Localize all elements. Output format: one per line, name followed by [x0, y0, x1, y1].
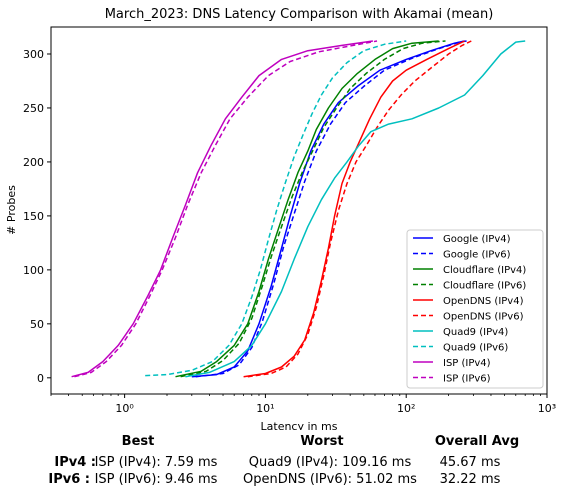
series-line-opendns-ipv4 — [243, 40, 465, 378]
y-tick-label: 300 — [23, 48, 44, 61]
series-line-opendns-ipv6 — [247, 40, 472, 378]
legend-label: Quad9 (IPv4) — [443, 327, 508, 338]
y-tick-label: 50 — [30, 318, 44, 331]
series-line-isp-ipv4 — [71, 40, 374, 378]
summary-ipv4-best: ISP (IPv4): 7.59 ms — [94, 455, 218, 470]
y-tick-label: 200 — [23, 156, 44, 169]
y-tick-label: 100 — [23, 264, 44, 277]
x-tick-label: 10⁰ — [115, 402, 134, 415]
x-tick-label: 10¹ — [256, 402, 274, 415]
summary-ipv6-worst: OpenDNS (IPv6): 51.02 ms — [243, 472, 417, 487]
series-line-cloudflare-ipv6 — [180, 40, 446, 378]
legend-label: Google (IPv4) — [443, 234, 511, 245]
legend-label: Cloudflare (IPv4) — [443, 265, 526, 276]
legend-label: Cloudflare (IPv6) — [443, 281, 526, 292]
legend-label: ISP (IPv4) — [443, 358, 491, 369]
y-tick-label: 250 — [23, 102, 44, 115]
summary-ipv6-best: ISP (IPv6): 9.46 ms — [94, 472, 218, 487]
x-tick-label: 10² — [397, 402, 415, 415]
y-tick-label: 150 — [23, 210, 44, 223]
legend-label: OpenDNS (IPv4) — [443, 296, 524, 307]
summary-header-worst: Worst — [300, 434, 344, 449]
plot-frame — [50, 26, 548, 395]
series-line-google-ipv6 — [195, 40, 468, 378]
legend-label: Quad9 (IPv6) — [443, 343, 508, 354]
summary-header-best: Best — [121, 434, 155, 449]
series-line-quad9-ipv4 — [185, 40, 526, 378]
series-line-quad9-ipv6 — [145, 40, 407, 377]
latency-chart: March_2023: DNS Latency Comparison with … — [5, 7, 556, 430]
x-tick-label: 10³ — [538, 402, 556, 415]
series-line-cloudflare-ipv4 — [175, 40, 439, 378]
summary-row-label-ipv6: IPv6 : — [48, 472, 90, 487]
legend-label: Google (IPv6) — [443, 250, 511, 261]
summary-header-avg: Overall Avg — [434, 434, 520, 449]
y-tick-label: 0 — [37, 372, 44, 385]
series-line-isp-ipv6 — [74, 40, 378, 378]
legend-frame — [406, 229, 544, 389]
summary-row-label-ipv4: IPv4 : — [54, 455, 96, 470]
summary-ipv6-avg: 32.22 ms — [439, 472, 501, 487]
summary-ipv4-worst: Quad9 (IPv4): 109.16 ms — [248, 455, 412, 470]
legend: Google (IPv4) Google (IPv6) Cloudflare (IP… — [406, 229, 544, 389]
y-axis-label: # Probes — [5, 185, 18, 235]
legend-label: OpenDNS (IPv6) — [443, 312, 524, 323]
summary-ipv4-avg: 45.67 ms — [439, 455, 501, 470]
chart-title: March_2023: DNS Latency Comparison with … — [105, 7, 494, 22]
legend-label: ISP (IPv6) — [443, 374, 491, 385]
x-axis-label: Latency in ms — [261, 420, 338, 430]
